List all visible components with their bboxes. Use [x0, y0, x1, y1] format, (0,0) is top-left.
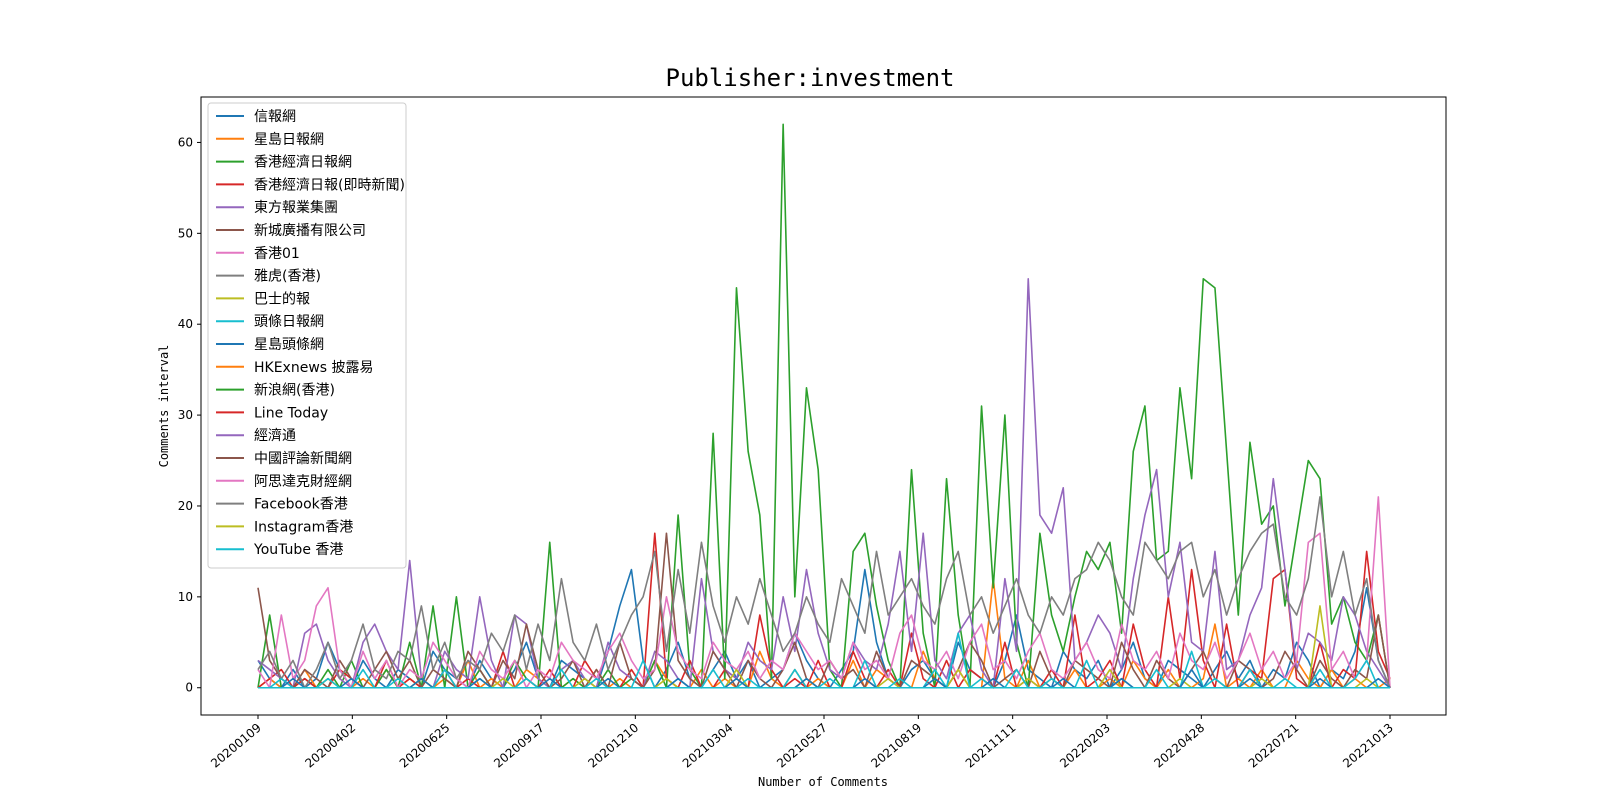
- legend-label-8: 雅虎(香港): [254, 269, 321, 285]
- y-tick-label-40: 40: [178, 317, 193, 331]
- legend-label-11: 星島頭條網: [254, 337, 324, 353]
- legend-label-13: 新浪網(香港): [254, 383, 335, 399]
- legend-label-12: HKExnews 披露易: [254, 360, 374, 376]
- legend-label-1: 信報網: [254, 109, 296, 125]
- legend-label-7: 香港01: [254, 246, 300, 262]
- series-line-5: [257, 277, 1391, 689]
- y-tick-label-20: 20: [178, 499, 193, 513]
- legend-label-17: 阿思達克財經網: [254, 474, 352, 490]
- legend-box: [207, 102, 407, 569]
- series-line-6: [257, 532, 1391, 689]
- series-layer: [257, 123, 1391, 689]
- legend-label-3: 香港經濟日報網: [254, 155, 352, 171]
- series-line-10: [258, 632, 1390, 689]
- legend-label-16: 中國評論新聞網: [254, 451, 352, 467]
- legend-label-10: 頭條日報網: [254, 314, 324, 330]
- y-tick-label-10: 10: [178, 590, 193, 604]
- y-tick-label-0: 0: [185, 681, 193, 695]
- legend-label-15: 經濟通: [254, 428, 296, 444]
- series-line-7: [257, 496, 1391, 689]
- legend-label-14: Line Today: [254, 405, 328, 421]
- legend-label-18: Facebook香港: [254, 497, 348, 513]
- y-tick-label-60: 60: [178, 135, 193, 149]
- y-tick-label-50: 50: [178, 226, 193, 240]
- legend-label-9: 巴士的報: [254, 291, 310, 307]
- legend-label-19: Instagram香港: [254, 519, 353, 535]
- y-tick-label-30: 30: [178, 408, 193, 422]
- legend-label-5: 東方報業集團: [254, 199, 338, 216]
- y-axis-label: Comments interval: [157, 345, 171, 468]
- legend-label-2: 星島日報網: [254, 132, 324, 148]
- legend-label-6: 新城廣播有限公司: [254, 222, 366, 239]
- legend-label-4: 香港經濟日報(即時新聞): [254, 177, 405, 193]
- x-axis-label: Number of Comments: [758, 775, 888, 789]
- chart-title: Publisher:investment: [666, 64, 955, 92]
- y-axis: 0 10 20 30 40 50 60: [178, 135, 201, 695]
- legend-label-20: YouTube 香港: [253, 542, 343, 558]
- series-line-8: [257, 496, 1391, 689]
